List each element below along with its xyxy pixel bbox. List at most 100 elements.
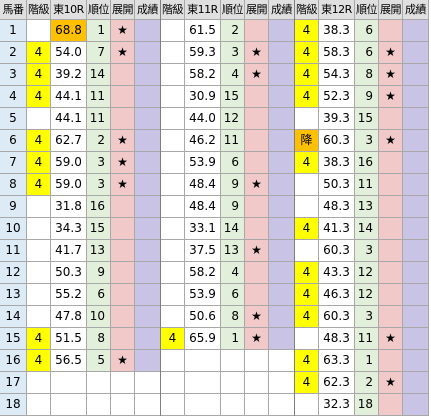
column-header-5[interactable]: 成績 <box>135 0 161 20</box>
empty-cell[interactable] <box>161 350 185 372</box>
class-cell[interactable]: 4 <box>27 350 51 372</box>
development-cell[interactable] <box>111 328 135 350</box>
class-cell[interactable]: 4 <box>295 284 319 306</box>
development-cell[interactable] <box>245 130 269 152</box>
time-value-cell[interactable]: 32.3 <box>319 394 355 416</box>
rank-cell[interactable]: 6 <box>355 42 379 64</box>
column-header-15[interactable]: 成績 <box>403 0 429 20</box>
development-cell[interactable] <box>245 196 269 218</box>
rank-cell[interactable]: 5 <box>87 350 111 372</box>
rank-cell[interactable]: 14 <box>221 218 245 240</box>
result-cell[interactable] <box>403 350 429 372</box>
empty-cell[interactable] <box>111 394 135 416</box>
class-cell[interactable]: 4 <box>295 350 319 372</box>
class-cell[interactable] <box>161 284 185 306</box>
result-cell[interactable] <box>135 218 161 240</box>
result-cell[interactable] <box>403 174 429 196</box>
empty-cell[interactable] <box>27 394 51 416</box>
rank-cell[interactable]: 8 <box>87 328 111 350</box>
development-cell[interactable] <box>111 196 135 218</box>
class-cell[interactable]: 4 <box>27 42 51 64</box>
development-cell[interactable] <box>379 218 403 240</box>
rank-cell[interactable]: 3 <box>221 42 245 64</box>
result-cell[interactable] <box>403 394 429 416</box>
star-icon[interactable]: ★ <box>245 328 269 350</box>
class-cell[interactable] <box>161 196 185 218</box>
class-cell[interactable]: 4 <box>295 64 319 86</box>
class-cell[interactable]: 4 <box>27 86 51 108</box>
rank-cell[interactable]: 13 <box>355 196 379 218</box>
class-cell[interactable] <box>295 196 319 218</box>
rank-cell[interactable]: 16 <box>87 196 111 218</box>
class-cell[interactable] <box>161 152 185 174</box>
rank-cell[interactable]: 11 <box>355 174 379 196</box>
empty-cell[interactable] <box>51 394 87 416</box>
rank-cell[interactable]: 9 <box>87 262 111 284</box>
time-value-cell[interactable]: 51.5 <box>51 328 87 350</box>
empty-cell[interactable] <box>269 372 295 394</box>
horse-number-cell[interactable]: 5 <box>0 108 27 130</box>
result-cell[interactable] <box>269 218 295 240</box>
time-value-cell[interactable]: 53.9 <box>185 284 221 306</box>
star-icon[interactable]: ★ <box>245 64 269 86</box>
horse-number-cell[interactable]: 3 <box>0 64 27 86</box>
result-cell[interactable] <box>135 284 161 306</box>
time-value-cell[interactable]: 39.2 <box>51 64 87 86</box>
empty-cell[interactable] <box>221 372 245 394</box>
rank-cell[interactable]: 3 <box>355 240 379 262</box>
time-value-cell[interactable]: 59.0 <box>51 152 87 174</box>
result-cell[interactable] <box>403 218 429 240</box>
star-icon[interactable]: ★ <box>379 42 403 64</box>
time-value-cell[interactable]: 34.3 <box>51 218 87 240</box>
column-header-9[interactable]: 展開 <box>245 0 269 20</box>
time-value-cell[interactable]: 56.5 <box>51 350 87 372</box>
development-cell[interactable] <box>379 174 403 196</box>
rank-cell[interactable]: 8 <box>221 306 245 328</box>
result-cell[interactable] <box>135 108 161 130</box>
time-value-cell[interactable]: 61.5 <box>185 20 221 42</box>
development-cell[interactable] <box>379 284 403 306</box>
time-value-cell[interactable]: 30.9 <box>185 86 221 108</box>
empty-cell[interactable] <box>135 394 161 416</box>
class-cell[interactable] <box>161 240 185 262</box>
class-cell[interactable] <box>161 64 185 86</box>
empty-cell[interactable] <box>245 394 269 416</box>
star-icon[interactable]: ★ <box>379 86 403 108</box>
rank-cell[interactable]: 4 <box>221 262 245 284</box>
column-header-12[interactable]: 東12R <box>319 0 355 20</box>
result-cell[interactable] <box>403 152 429 174</box>
rank-cell[interactable]: 6 <box>221 152 245 174</box>
column-header-2[interactable]: 東10R <box>51 0 87 20</box>
rank-cell[interactable]: 13 <box>87 240 111 262</box>
class-cell[interactable]: 4 <box>27 152 51 174</box>
time-value-cell[interactable]: 48.4 <box>185 196 221 218</box>
class-cell[interactable]: 4 <box>295 152 319 174</box>
result-cell[interactable] <box>269 196 295 218</box>
time-value-cell[interactable]: 41.7 <box>51 240 87 262</box>
result-cell[interactable] <box>403 328 429 350</box>
time-value-cell[interactable]: 54.3 <box>319 64 355 86</box>
empty-cell[interactable] <box>269 350 295 372</box>
result-cell[interactable] <box>403 284 429 306</box>
class-cell[interactable]: 4 <box>295 262 319 284</box>
horse-number-cell[interactable]: 2 <box>0 42 27 64</box>
rank-cell[interactable]: 3 <box>87 174 111 196</box>
development-cell[interactable] <box>111 306 135 328</box>
time-value-cell[interactable]: 46.2 <box>185 130 221 152</box>
time-value-cell[interactable]: 44.1 <box>51 86 87 108</box>
time-value-cell[interactable]: 44.0 <box>185 108 221 130</box>
rank-cell[interactable]: 11 <box>87 86 111 108</box>
time-value-cell[interactable]: 50.6 <box>185 306 221 328</box>
rank-cell[interactable]: 7 <box>87 42 111 64</box>
time-value-cell[interactable]: 48.3 <box>319 196 355 218</box>
column-header-0[interactable]: 馬番 <box>0 0 27 20</box>
rank-cell[interactable]: 1 <box>87 20 111 42</box>
rank-cell[interactable]: 14 <box>355 218 379 240</box>
time-value-cell[interactable]: 38.3 <box>319 152 355 174</box>
horse-number-cell[interactable]: 16 <box>0 350 27 372</box>
development-cell[interactable] <box>111 108 135 130</box>
rank-cell[interactable]: 15 <box>355 108 379 130</box>
star-icon[interactable]: ★ <box>111 20 135 42</box>
class-cell[interactable]: 4 <box>295 86 319 108</box>
class-cell[interactable]: 4 <box>295 372 319 394</box>
